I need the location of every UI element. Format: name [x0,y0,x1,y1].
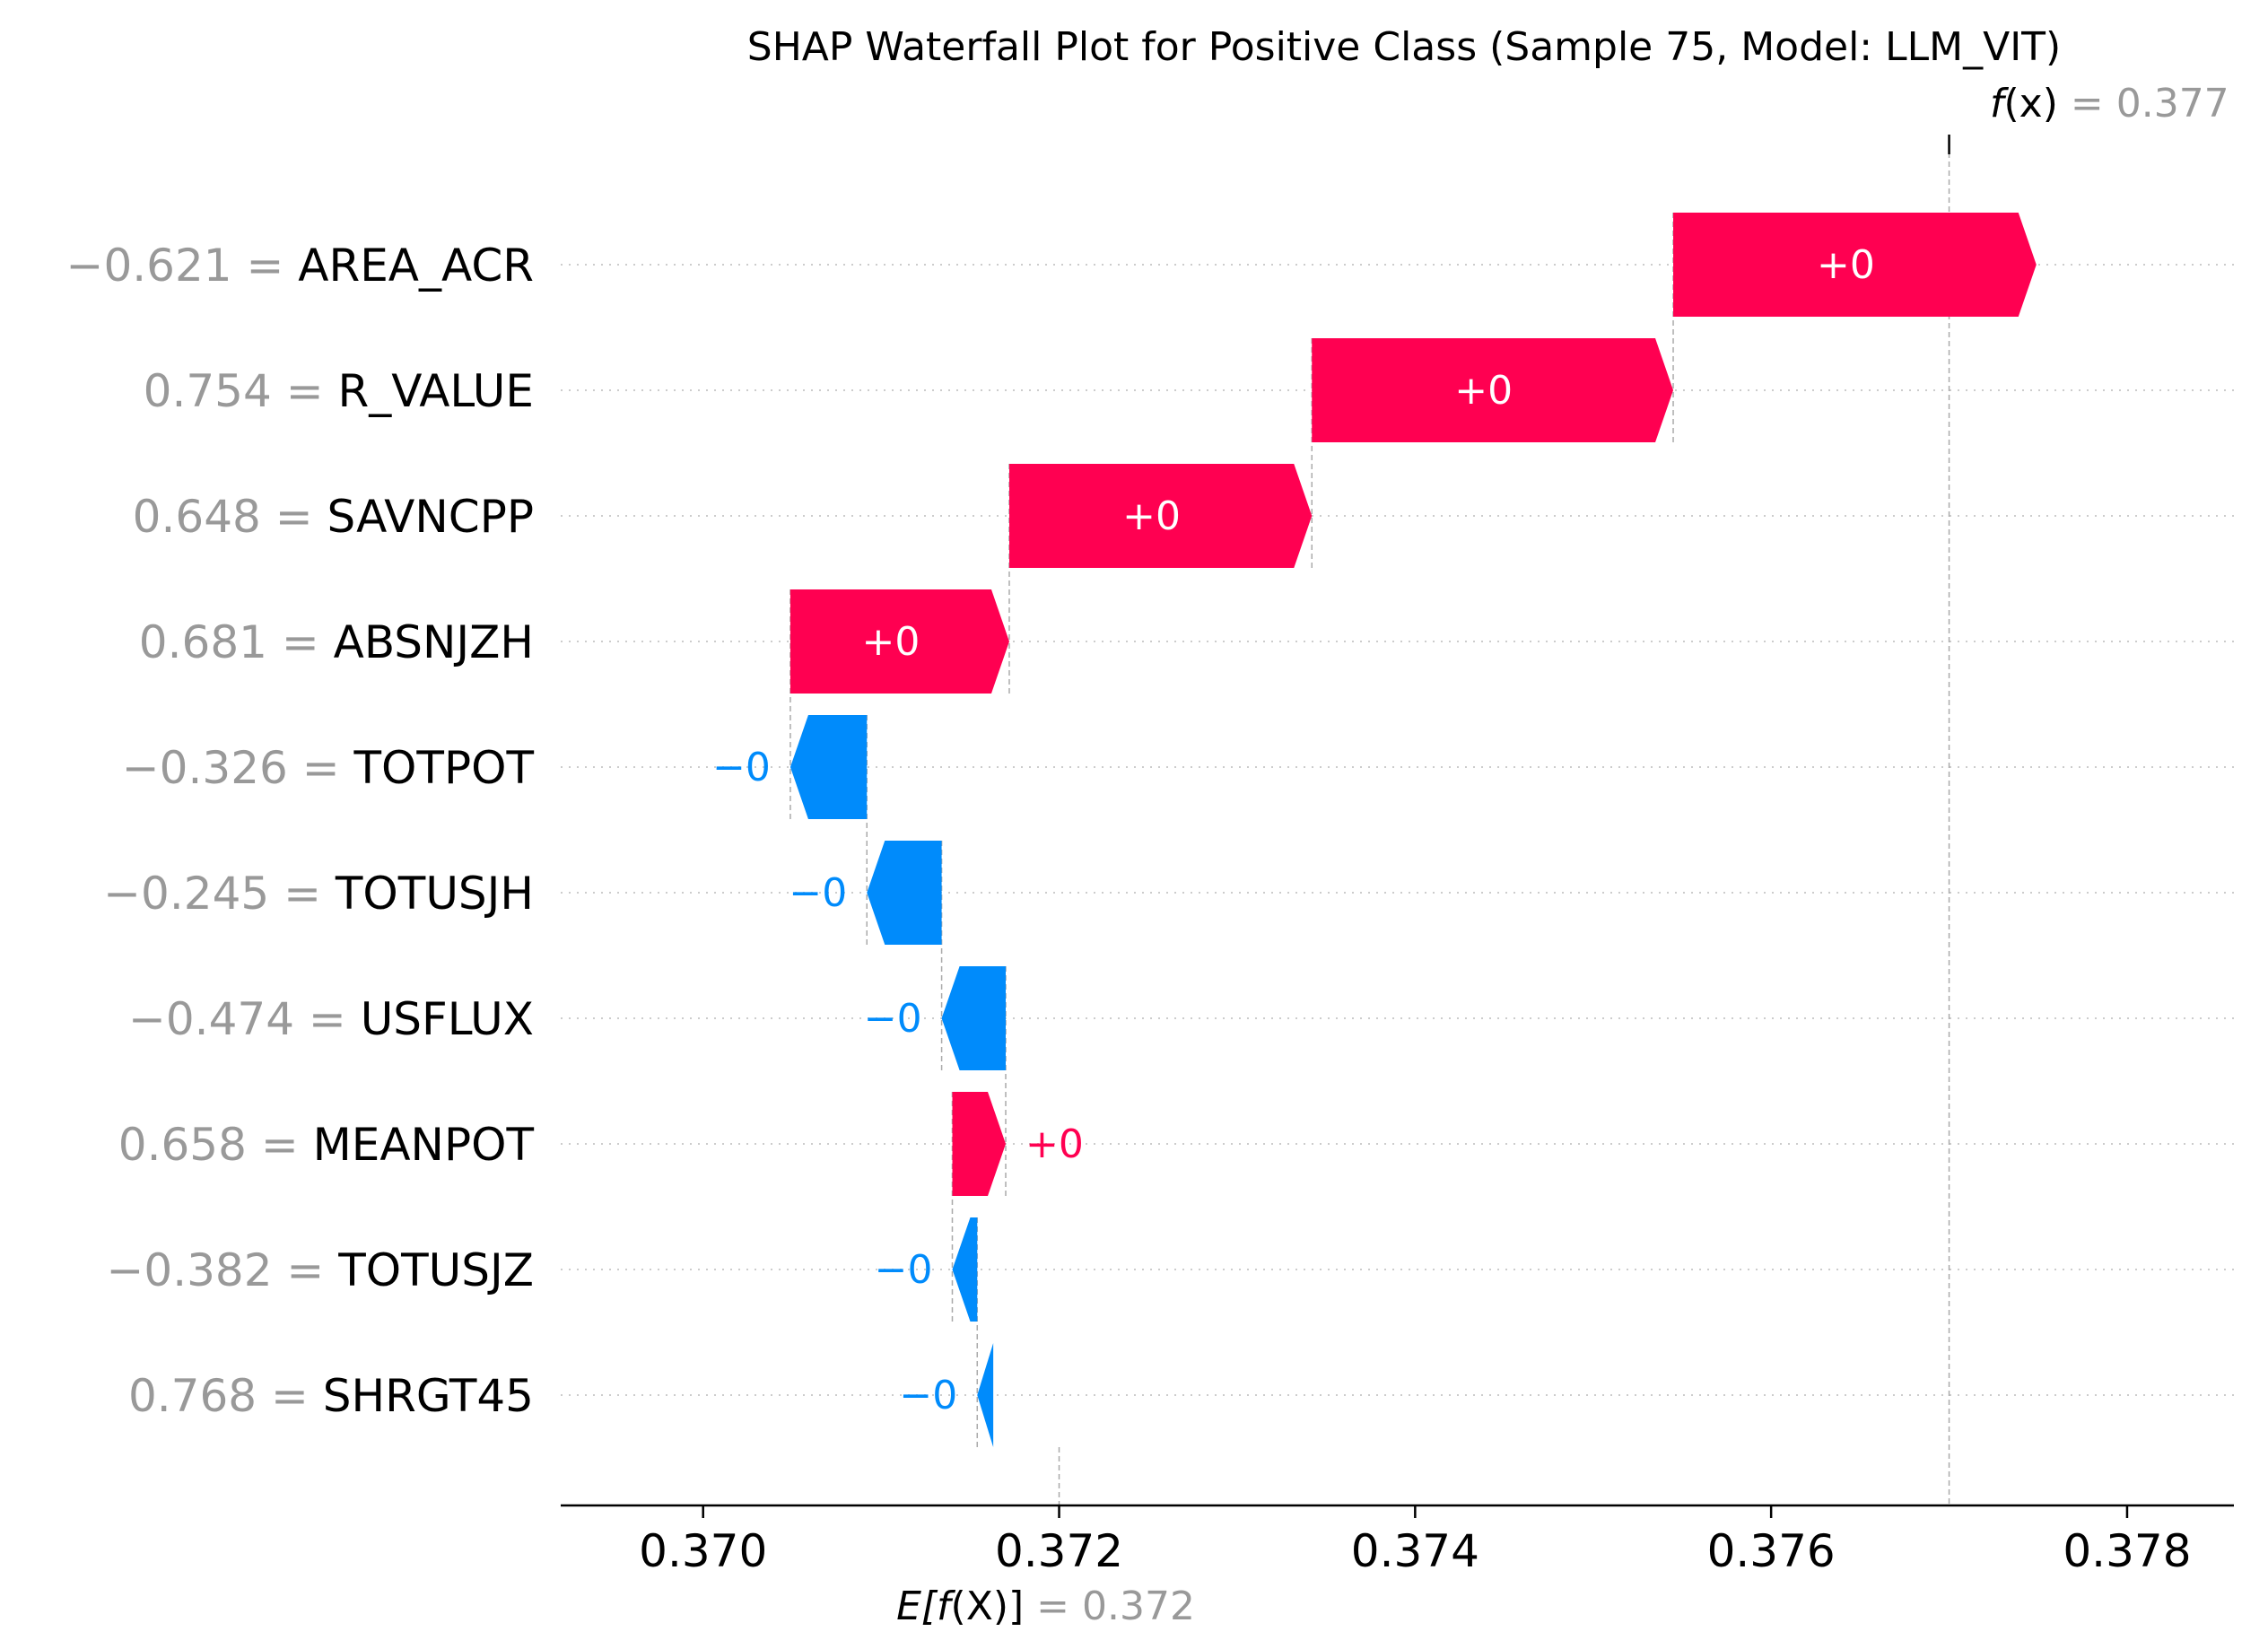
bar-totpot [789,715,868,819]
x-tick-label: 0.374 [1351,1525,1479,1577]
base-label-prefix: E[ [896,1584,938,1629]
feature-value: −0.326 = [122,742,354,794]
x-tick-label: 0.370 [639,1525,767,1577]
feature-name: USFLUX [361,993,534,1045]
feature-value: −0.474 = [128,993,361,1045]
bar-value-label: −0 [899,1373,957,1418]
feature-value: 0.658 = [118,1119,313,1171]
feature-label: 0.754 = R_VALUE [144,365,534,417]
feature-name: AREA_ACR [298,240,534,292]
bar-r-value [1312,338,1674,442]
base-label-suffix: ] [1008,1584,1036,1629]
feature-label: 0.648 = SAVNCPP [133,491,534,543]
base-value-text: = 0.372 [1036,1584,1195,1629]
bar-value-label: +0 [1817,242,1875,288]
feature-name: R_VALUE [337,365,534,417]
bar-savncpp [1008,464,1313,568]
bar-absnjzh [789,589,1009,694]
bar-totusjz [952,1217,978,1322]
feature-label: −0.621 = AREA_ACR [66,240,534,292]
bar-value-label: +0 [1025,1121,1084,1167]
feature-value: 0.768 = [128,1370,323,1422]
x-tick-label: 0.372 [995,1525,1123,1577]
feature-value: −0.245 = [103,868,336,920]
feature-label: −0.474 = USFLUX [128,993,534,1045]
output-value-text: = 0.377 [2071,81,2229,127]
bar-value-label: −0 [875,1247,933,1293]
bar-value-label: −0 [712,745,771,790]
bar-value-label: −0 [789,870,847,916]
bar-shrgt45 [977,1343,994,1447]
output-value-annotation: f(x) = 0.377 [1990,81,2229,127]
x-axis: 0.370 0.372 0.374 0.376 0.378 [561,1504,2234,1577]
bar-meanpot [952,1092,1007,1196]
feature-name: ABSNJZH [334,616,534,668]
bar-usflux [941,966,1007,1070]
feature-name: SHRGT45 [323,1370,534,1422]
feature-value: 0.754 = [144,365,338,417]
contribution-bars [789,213,2037,1447]
chart-title: SHAP Waterfall Plot for Positive Class (… [747,24,2061,70]
feature-name: TOTUSJZ [337,1244,534,1296]
x-tick-label: 0.378 [2063,1525,2191,1577]
feature-value: 0.681 = [139,616,334,668]
feature-value: −0.382 = [107,1244,339,1296]
feature-label: −0.326 = TOTPOT [122,742,535,794]
feature-label: −0.382 = TOTUSJZ [107,1244,535,1296]
feature-name: TOTPOT [353,742,535,794]
feature-value: 0.648 = [133,491,327,543]
feature-name: TOTUSJH [335,868,534,920]
bar-value-label: +0 [1122,493,1181,539]
feature-label: 0.658 = MEANPOT [118,1119,535,1171]
feature-value: −0.621 = [66,240,299,292]
feature-label: 0.768 = SHRGT45 [128,1370,534,1422]
feature-name: SAVNCPP [327,491,535,543]
feature-label: −0.245 = TOTUSJH [103,868,534,920]
feature-label: 0.681 = ABSNJZH [139,616,534,668]
bar-totusjh [867,841,942,945]
x-tick-label: 0.376 [1707,1525,1836,1577]
bar-value-label: +0 [1454,368,1513,414]
output-label-arg: (x) [2004,81,2071,127]
bar-value-label: −0 [864,996,922,1042]
bar-value-label: +0 [862,619,920,665]
base-label-arg: (X) [951,1584,1008,1629]
base-value-annotation: E[f(X)] = 0.372 [896,1584,1195,1629]
feature-name: MEANPOT [313,1119,535,1171]
bar-area-acr [1673,213,2037,317]
feature-labels: +0 −0.621 = AREA_ACR +0 0.754 = R_VALUE +0 0.… [66,240,1875,1422]
value-annotations: E[f(X)] = 0.372 f(x) = 0.377 [896,81,2229,1629]
